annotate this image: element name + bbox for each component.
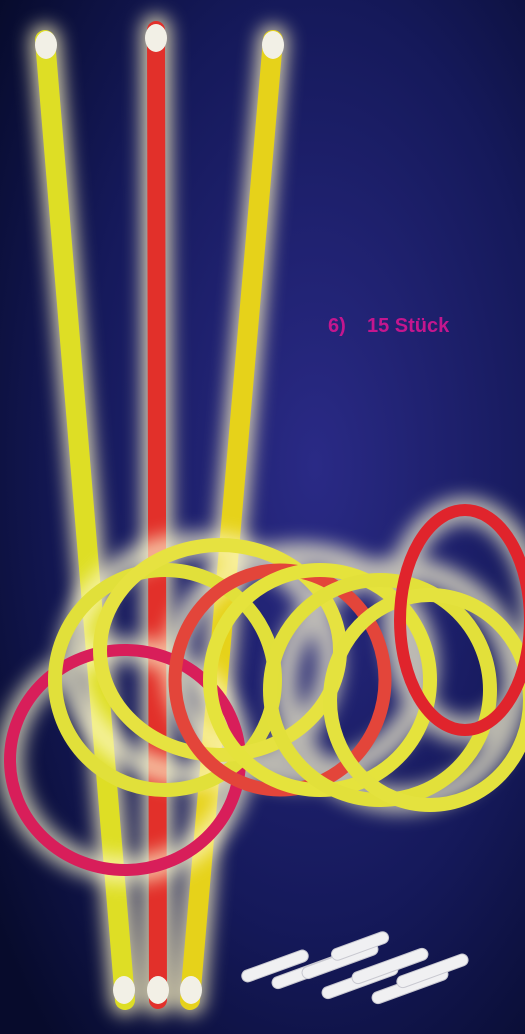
stick-red [147,21,167,1009]
ring-red [168,563,392,797]
stick-caps [35,24,284,1004]
connectors [241,931,469,1005]
ring-yellow [263,573,497,807]
glow-rings [0,497,525,883]
ring-red [394,504,525,736]
ring-yellow [323,588,525,812]
caption-text: 15 Stück [367,315,450,337]
stick-yellow [35,30,135,1010]
caption-number: 6) [328,315,346,337]
